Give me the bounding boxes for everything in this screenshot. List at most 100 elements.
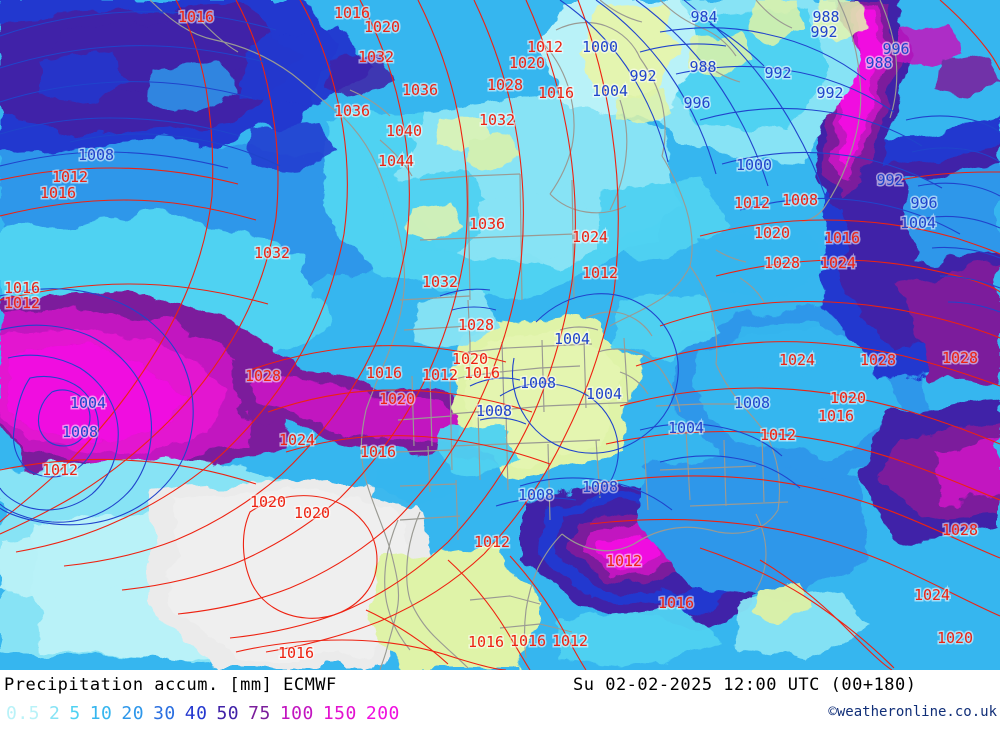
svg-text:1008: 1008 bbox=[78, 146, 114, 164]
svg-text:1012: 1012 bbox=[734, 194, 770, 212]
legend-step-2: 2 bbox=[49, 703, 61, 724]
svg-text:1012: 1012 bbox=[52, 168, 88, 186]
svg-text:1016: 1016 bbox=[510, 632, 546, 650]
svg-text:1008: 1008 bbox=[782, 191, 818, 209]
svg-text:1016: 1016 bbox=[360, 443, 396, 461]
svg-text:1016: 1016 bbox=[278, 644, 314, 662]
svg-text:1016: 1016 bbox=[360, 443, 396, 461]
svg-text:1024: 1024 bbox=[572, 228, 608, 246]
svg-text:1028: 1028 bbox=[764, 254, 800, 272]
svg-text:984: 984 bbox=[690, 8, 717, 26]
svg-text:1032: 1032 bbox=[358, 48, 394, 66]
svg-text:988: 988 bbox=[812, 8, 839, 26]
svg-text:1020: 1020 bbox=[364, 18, 400, 36]
svg-text:1024: 1024 bbox=[572, 228, 608, 246]
svg-text:1036: 1036 bbox=[334, 102, 370, 120]
svg-text:1020: 1020 bbox=[830, 389, 866, 407]
svg-text:1032: 1032 bbox=[254, 244, 290, 262]
svg-text:1008: 1008 bbox=[518, 486, 554, 504]
svg-text:1012: 1012 bbox=[527, 38, 563, 56]
svg-text:1004: 1004 bbox=[592, 82, 628, 100]
svg-text:1036: 1036 bbox=[334, 102, 370, 120]
svg-text:1004: 1004 bbox=[70, 394, 106, 412]
svg-text:988: 988 bbox=[812, 8, 839, 26]
legend-step-10: 10 bbox=[89, 703, 113, 724]
svg-text:1008: 1008 bbox=[476, 402, 512, 420]
svg-text:1028: 1028 bbox=[487, 76, 523, 94]
svg-text:1016: 1016 bbox=[824, 229, 860, 247]
svg-text:1020: 1020 bbox=[294, 504, 330, 522]
svg-text:1016: 1016 bbox=[818, 407, 854, 425]
svg-text:988: 988 bbox=[865, 54, 892, 72]
svg-text:1012: 1012 bbox=[606, 552, 642, 570]
svg-text:1024: 1024 bbox=[820, 254, 856, 272]
legend-step-30: 30 bbox=[153, 703, 176, 724]
svg-text:1016: 1016 bbox=[538, 84, 574, 102]
svg-text:1020: 1020 bbox=[452, 350, 488, 368]
svg-text:996: 996 bbox=[683, 94, 710, 112]
svg-text:996: 996 bbox=[882, 40, 909, 58]
svg-text:1004: 1004 bbox=[592, 82, 628, 100]
svg-text:1020: 1020 bbox=[364, 18, 400, 36]
legend-step-5: 5 bbox=[69, 703, 81, 724]
svg-text:1012: 1012 bbox=[582, 264, 618, 282]
precipitation-map[interactable]: 1016 1016 1016 1016 1020 1020 1032 1032 1036 1036… bbox=[0, 0, 1000, 670]
svg-text:1016: 1016 bbox=[4, 279, 40, 297]
svg-text:1028: 1028 bbox=[458, 316, 494, 334]
svg-text:1012: 1012 bbox=[4, 294, 40, 312]
forecast-datetime: Su 02-02-2025 12:00 UTC (00+180) bbox=[573, 675, 917, 695]
svg-text:1036: 1036 bbox=[402, 81, 438, 99]
svg-text:1028: 1028 bbox=[942, 349, 978, 367]
svg-text:1012: 1012 bbox=[42, 461, 78, 479]
svg-text:1040: 1040 bbox=[386, 122, 422, 140]
legend-step-200: 200 bbox=[365, 703, 400, 724]
svg-text:984: 984 bbox=[690, 8, 717, 26]
svg-text:1028: 1028 bbox=[860, 351, 896, 369]
svg-text:1020: 1020 bbox=[937, 629, 973, 647]
svg-text:992: 992 bbox=[629, 67, 656, 85]
svg-text:1020: 1020 bbox=[830, 389, 866, 407]
svg-text:1000: 1000 bbox=[736, 156, 772, 174]
svg-text:1012: 1012 bbox=[474, 533, 510, 551]
svg-text:1020: 1020 bbox=[509, 54, 545, 72]
map-title: Precipitation accum. [mm] ECMWF bbox=[4, 675, 337, 695]
legend-step-20: 20 bbox=[121, 703, 145, 724]
svg-text:1016: 1016 bbox=[178, 8, 214, 26]
svg-text:1008: 1008 bbox=[582, 478, 618, 496]
svg-text:1004: 1004 bbox=[554, 330, 590, 348]
svg-text:1012: 1012 bbox=[552, 632, 588, 650]
svg-text:1016: 1016 bbox=[178, 8, 214, 26]
svg-text:992: 992 bbox=[810, 23, 837, 41]
svg-text:1028: 1028 bbox=[764, 254, 800, 272]
svg-text:1004: 1004 bbox=[668, 419, 704, 437]
svg-text:1028: 1028 bbox=[942, 349, 978, 367]
